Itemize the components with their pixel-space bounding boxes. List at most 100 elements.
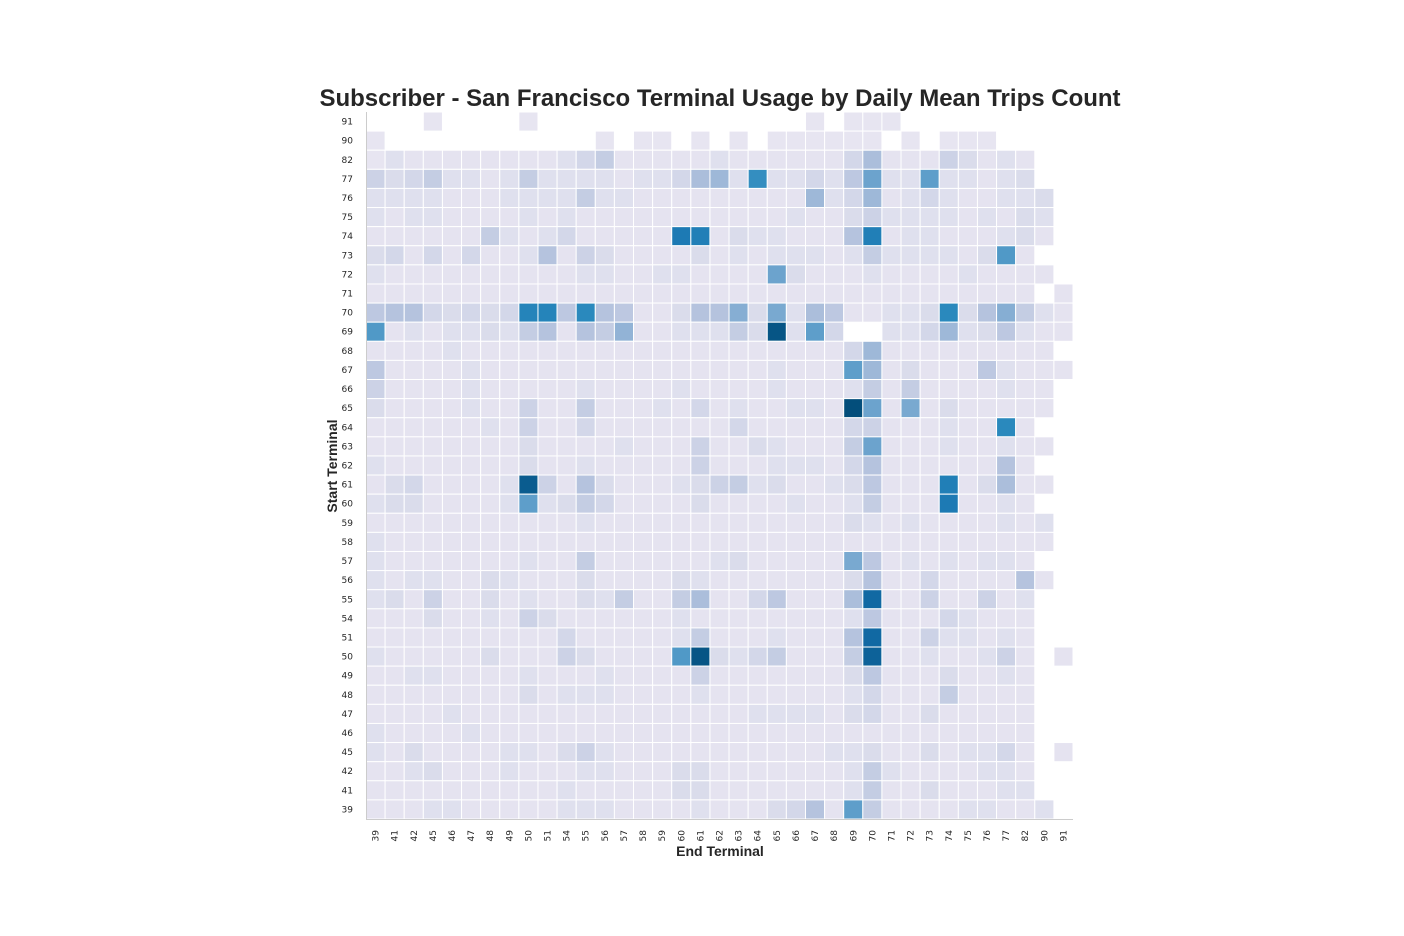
heatmap-cell-55-46	[441, 589, 463, 610]
heatmap-cell-63-51	[537, 436, 558, 457]
heatmap-cell-67-58	[633, 359, 654, 381]
heatmap-cell-59-51	[537, 512, 558, 533]
heatmap-cell-76-66	[785, 187, 806, 209]
heatmap-cell-54-64	[747, 608, 768, 629]
heatmap-cell-90-65	[766, 130, 787, 151]
heatmap-cell-39-45	[422, 799, 443, 820]
heatmap-cell-74-73	[919, 226, 940, 247]
heatmap-cell-60-67	[804, 493, 826, 514]
heatmap-cell-67-49	[499, 359, 520, 381]
x-tick-74: 74	[945, 830, 955, 842]
heatmap-cell-54-59	[652, 608, 673, 629]
heatmap-cell-58-67	[804, 531, 826, 552]
heatmap-cell-61-51	[537, 474, 558, 495]
heatmap-cell-42-74	[938, 761, 959, 782]
y-tick-39: 39	[342, 805, 354, 815]
heatmap-cell-73-41	[384, 245, 405, 266]
heatmap-cell-55-76	[976, 589, 998, 610]
heatmap-cell-58-49	[499, 531, 520, 552]
heatmap-cell-56-69	[843, 570, 864, 591]
heatmap-cell-46-51	[537, 722, 558, 744]
heatmap-cell-50-64	[747, 646, 768, 667]
heatmap-cell-71-61	[690, 283, 711, 304]
heatmap-cell-70-49	[499, 302, 520, 323]
heatmap-cell-91-50	[518, 111, 539, 132]
heatmap-cell-67-60	[671, 359, 692, 381]
heatmap-cell-75-59	[652, 207, 673, 228]
heatmap-cell-73-45	[422, 245, 443, 266]
heatmap-cell-70-57	[613, 302, 635, 323]
heatmap-cell-64-60	[671, 417, 692, 438]
heatmap-cell-47-77	[996, 703, 1017, 724]
heatmap-cell-46-48	[480, 722, 501, 744]
heatmap-cell-68-41	[384, 340, 405, 361]
heatmap-cell-69-59	[652, 321, 673, 342]
heatmap-cell-50-77	[996, 646, 1017, 667]
heatmap-cell-71-82	[1015, 283, 1036, 304]
heatmap-cell-45-60	[671, 742, 692, 763]
heatmap-cell-66-46	[441, 379, 463, 400]
y-tick-75: 75	[342, 213, 353, 223]
heatmap-cell-54-46	[441, 608, 463, 629]
heatmap-cell-50-59	[652, 646, 673, 667]
heatmap-cell-61-73	[919, 474, 940, 495]
heatmap-cell-54-58	[633, 608, 654, 629]
heatmap-cell-62-67	[804, 455, 826, 476]
heatmap-cell-51-73	[919, 627, 940, 648]
heatmap-cell-71-77	[996, 283, 1017, 304]
heatmap-cell-74-48	[480, 226, 501, 247]
heatmap-cell-56-74	[938, 570, 959, 591]
heatmap-cell-76-54	[556, 187, 577, 209]
heatmap-cell-42-71	[881, 761, 902, 782]
heatmap-cell-61-46	[441, 474, 463, 495]
heatmap-cell-42-69	[843, 761, 864, 782]
heatmap-cell-42-76	[976, 761, 998, 782]
heatmap-cell-90-58	[633, 130, 654, 151]
heatmap-cell-57-77	[996, 550, 1017, 572]
heatmap-cell-57-56	[594, 550, 615, 572]
x-tick-49: 49	[505, 830, 515, 842]
heatmap-cell-71-41	[384, 283, 405, 304]
heatmap-cell-56-77	[996, 570, 1017, 591]
heatmap-cell-67-71	[881, 359, 902, 381]
y-tick-41: 41	[342, 786, 353, 796]
heatmap-cell-60-66	[785, 493, 806, 514]
heatmap-cell-82-74	[938, 149, 959, 170]
heatmap-cell-59-73	[919, 512, 940, 533]
heatmap-cell-69-48	[480, 321, 501, 342]
heatmap-cell-70-76	[976, 302, 998, 323]
heatmap-cell-70-39	[365, 302, 386, 323]
heatmap-cell-71-62	[709, 283, 730, 304]
heatmap-cell-57-57	[613, 550, 635, 572]
heatmap-cell-48-49	[499, 684, 520, 705]
y-tick-68: 68	[342, 347, 354, 357]
heatmap-cell-50-91	[1053, 646, 1074, 667]
heatmap-cell-56-67	[804, 570, 826, 591]
heatmap-cell-56-90	[1034, 570, 1055, 591]
heatmap-cell-62-82	[1015, 455, 1036, 476]
heatmap-cell-74-47	[461, 226, 482, 247]
heatmap-cell-67-73	[919, 359, 940, 381]
heatmap-cell-67-75	[957, 359, 978, 381]
heatmap-cell-77-60	[671, 168, 692, 189]
heatmap-cell-59-41	[384, 512, 405, 533]
heatmap-cell-45-41	[384, 742, 405, 763]
heatmap-cell-54-39	[365, 608, 386, 629]
heatmap-cell-58-55	[575, 531, 596, 552]
heatmap-cell-54-60	[671, 608, 692, 629]
heatmap-cell-77-42	[403, 168, 424, 189]
heatmap-cell-76-56	[594, 187, 615, 209]
heatmap-cell-69-58	[633, 321, 654, 342]
heatmap-cell-82-48	[480, 149, 501, 170]
heatmap-cell-57-46	[441, 550, 463, 572]
heatmap-cell-66-63	[728, 379, 749, 400]
heatmap-cell-59-65	[766, 512, 787, 533]
heatmap-cell-76-62	[709, 187, 730, 209]
heatmap-cell-72-67	[804, 264, 826, 285]
y-tick-58: 58	[342, 538, 354, 548]
x-tick-58: 58	[639, 830, 649, 842]
heatmap-cell-61-39	[365, 474, 386, 495]
heatmap-cell-56-64	[747, 570, 768, 591]
heatmap-cell-61-62	[709, 474, 730, 495]
heatmap-cell-49-49	[499, 665, 520, 686]
